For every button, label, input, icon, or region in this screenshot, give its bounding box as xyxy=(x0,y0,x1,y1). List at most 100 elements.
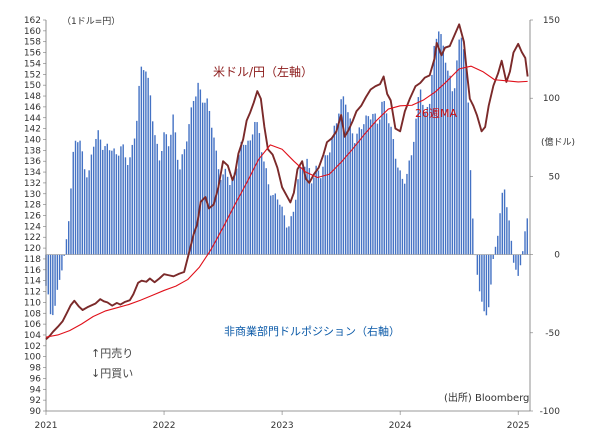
left-tick-label: 126 xyxy=(24,212,41,222)
position-bar xyxy=(226,176,229,255)
position-bar xyxy=(397,167,399,255)
position-bar xyxy=(517,254,519,276)
source-label: (出所) Bloomberg xyxy=(444,391,529,404)
position-bar xyxy=(124,157,127,255)
position-bar xyxy=(512,254,515,263)
position-bar xyxy=(88,170,90,255)
position-bar xyxy=(83,169,86,255)
position-bar xyxy=(190,107,192,255)
position-bar xyxy=(131,144,133,255)
position-bar xyxy=(292,211,295,255)
x-tick-label: 2023 xyxy=(271,421,294,431)
position-bar xyxy=(426,106,429,255)
right-tick-label: 150 xyxy=(543,16,560,26)
position-bar xyxy=(322,166,324,255)
position-bar xyxy=(501,192,504,255)
position-bar xyxy=(485,254,488,316)
left-tick-label: 114 xyxy=(24,277,41,287)
left-tick-label: 150 xyxy=(24,81,41,91)
position-bar xyxy=(374,113,376,255)
position-bar xyxy=(206,98,208,255)
position-bar xyxy=(349,118,351,255)
right-axis-unit: (億ドル) xyxy=(541,136,575,148)
position-bar xyxy=(145,71,147,255)
position-bar xyxy=(167,146,170,255)
x-tick-label: 2022 xyxy=(153,421,176,431)
position-bar xyxy=(451,91,454,255)
left-tick-label: 132 xyxy=(24,179,41,189)
position-bar xyxy=(260,152,263,255)
position-bar xyxy=(417,97,420,255)
position-bar xyxy=(506,207,508,255)
position-bar xyxy=(99,139,102,255)
position-bar xyxy=(433,45,435,255)
position-bar xyxy=(478,254,481,292)
position-bar xyxy=(297,179,299,255)
position-bars xyxy=(45,31,528,316)
position-bar xyxy=(526,218,528,255)
position-bar xyxy=(77,142,79,255)
position-bar xyxy=(442,45,444,255)
position-bar xyxy=(428,103,431,255)
left-tick-label: 90 xyxy=(30,407,42,417)
position-bar xyxy=(186,141,188,255)
position-bar xyxy=(188,124,190,255)
position-bar xyxy=(408,160,410,255)
position-bar xyxy=(233,172,236,255)
position-bar xyxy=(65,239,68,255)
position-bar xyxy=(406,173,408,255)
position-bar xyxy=(270,195,272,255)
position-bar xyxy=(415,118,417,255)
usdjpy-line xyxy=(45,23,529,341)
position-series-label: 非商業部門ドルポジション（右軸） xyxy=(224,324,400,338)
position-bar xyxy=(295,199,297,255)
position-bar xyxy=(163,132,165,255)
position-bar xyxy=(158,160,161,255)
position-bar xyxy=(399,170,401,255)
left-tick-label: 110 xyxy=(24,298,41,308)
position-bar xyxy=(360,129,363,255)
position-bar xyxy=(444,62,447,255)
price-lines xyxy=(45,23,529,341)
position-bar xyxy=(238,154,240,255)
position-bar xyxy=(49,254,52,315)
left-tick-label: 162 xyxy=(24,16,41,26)
position-bar xyxy=(356,133,358,255)
position-bar xyxy=(213,137,215,255)
position-bar xyxy=(106,143,108,255)
position-bar xyxy=(285,227,288,255)
position-bar xyxy=(161,151,163,255)
position-bar xyxy=(440,34,442,255)
position-bar xyxy=(438,31,440,255)
left-tick-label: 134 xyxy=(24,168,41,178)
left-tick-label: 154 xyxy=(24,59,41,69)
position-bar xyxy=(326,155,329,255)
position-bar xyxy=(147,77,149,255)
position-bar xyxy=(140,66,143,255)
x-tick-label: 2025 xyxy=(507,421,530,431)
left-tick-label: 160 xyxy=(24,27,41,37)
position-bar xyxy=(249,140,252,255)
position-bar xyxy=(301,167,304,255)
position-bar xyxy=(133,138,136,255)
position-bar xyxy=(211,127,213,255)
position-bar xyxy=(460,37,463,255)
position-bar xyxy=(245,144,247,255)
position-bar xyxy=(508,220,510,255)
position-bar xyxy=(497,235,499,255)
left-tick-label: 152 xyxy=(24,70,41,80)
position-bar xyxy=(92,146,95,255)
position-bar xyxy=(117,155,120,255)
position-bar xyxy=(453,88,456,255)
position-bar xyxy=(127,165,129,255)
position-bar xyxy=(151,121,154,255)
left-tick-label: 144 xyxy=(24,114,41,124)
position-bar xyxy=(335,123,338,255)
position-bar xyxy=(363,124,365,255)
position-bar xyxy=(72,151,74,255)
position-bar xyxy=(354,143,356,255)
position-bar xyxy=(102,149,104,255)
position-bar xyxy=(306,158,308,255)
position-bar xyxy=(503,189,506,255)
